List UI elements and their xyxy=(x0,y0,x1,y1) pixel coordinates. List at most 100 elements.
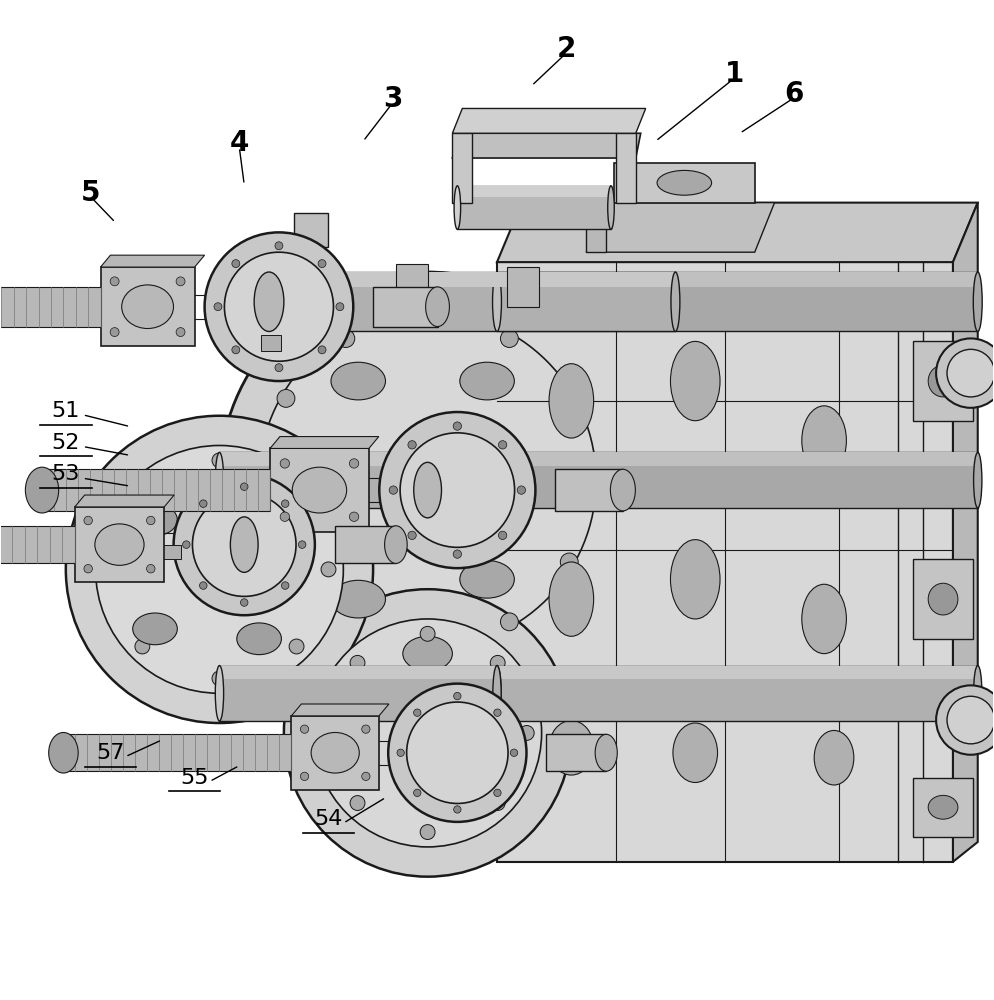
Ellipse shape xyxy=(973,452,982,508)
Ellipse shape xyxy=(232,260,240,268)
Ellipse shape xyxy=(389,684,527,822)
Ellipse shape xyxy=(380,412,536,568)
Ellipse shape xyxy=(110,277,119,286)
Ellipse shape xyxy=(610,469,635,511)
Ellipse shape xyxy=(349,459,359,468)
Polygon shape xyxy=(497,262,953,862)
Ellipse shape xyxy=(802,584,847,654)
Ellipse shape xyxy=(349,512,359,521)
Ellipse shape xyxy=(110,328,119,337)
Ellipse shape xyxy=(403,636,452,671)
Ellipse shape xyxy=(205,232,353,381)
Ellipse shape xyxy=(407,702,508,803)
Polygon shape xyxy=(291,716,379,790)
Polygon shape xyxy=(497,272,978,287)
Ellipse shape xyxy=(336,303,344,311)
Ellipse shape xyxy=(936,338,994,408)
Ellipse shape xyxy=(300,772,309,781)
Polygon shape xyxy=(294,213,328,247)
Ellipse shape xyxy=(275,364,283,372)
Ellipse shape xyxy=(397,749,405,756)
Ellipse shape xyxy=(183,541,190,548)
Polygon shape xyxy=(163,545,181,559)
Polygon shape xyxy=(100,267,195,346)
Polygon shape xyxy=(497,203,978,262)
Ellipse shape xyxy=(318,346,326,354)
Polygon shape xyxy=(75,495,174,507)
Ellipse shape xyxy=(595,734,617,771)
Ellipse shape xyxy=(390,486,398,494)
Ellipse shape xyxy=(280,512,289,521)
Ellipse shape xyxy=(493,452,501,508)
Polygon shape xyxy=(270,448,369,532)
Ellipse shape xyxy=(928,583,958,615)
Ellipse shape xyxy=(418,635,436,653)
Ellipse shape xyxy=(408,441,416,449)
Ellipse shape xyxy=(401,433,515,547)
Polygon shape xyxy=(452,108,646,133)
Polygon shape xyxy=(42,469,270,511)
Polygon shape xyxy=(616,133,636,203)
Ellipse shape xyxy=(490,655,505,670)
Polygon shape xyxy=(220,666,497,679)
Ellipse shape xyxy=(460,560,514,598)
Polygon shape xyxy=(220,272,675,287)
Ellipse shape xyxy=(200,582,207,589)
Ellipse shape xyxy=(254,272,284,331)
Ellipse shape xyxy=(350,655,365,670)
Text: 6: 6 xyxy=(784,80,804,108)
Ellipse shape xyxy=(337,330,355,347)
Ellipse shape xyxy=(671,341,720,421)
Ellipse shape xyxy=(454,186,460,229)
Ellipse shape xyxy=(241,483,248,490)
Ellipse shape xyxy=(289,485,304,500)
Ellipse shape xyxy=(385,526,408,563)
Ellipse shape xyxy=(193,493,296,596)
Ellipse shape xyxy=(321,562,336,577)
Ellipse shape xyxy=(216,666,224,721)
Polygon shape xyxy=(913,559,973,639)
Text: 54: 54 xyxy=(314,809,343,829)
Polygon shape xyxy=(64,734,291,771)
Polygon shape xyxy=(507,267,539,307)
Ellipse shape xyxy=(275,242,283,250)
Ellipse shape xyxy=(318,260,326,268)
Ellipse shape xyxy=(94,524,144,565)
Ellipse shape xyxy=(212,671,227,686)
Ellipse shape xyxy=(453,422,461,430)
Ellipse shape xyxy=(284,483,333,517)
Ellipse shape xyxy=(176,277,185,286)
Ellipse shape xyxy=(493,666,501,721)
Ellipse shape xyxy=(232,346,240,354)
Polygon shape xyxy=(497,272,978,331)
Polygon shape xyxy=(452,133,641,158)
Ellipse shape xyxy=(420,626,435,641)
Ellipse shape xyxy=(498,441,507,449)
Ellipse shape xyxy=(420,825,435,839)
Text: 52: 52 xyxy=(52,433,80,453)
Ellipse shape xyxy=(212,453,227,468)
Ellipse shape xyxy=(95,445,343,693)
Polygon shape xyxy=(913,341,973,421)
Ellipse shape xyxy=(414,789,420,797)
Ellipse shape xyxy=(453,692,461,700)
Ellipse shape xyxy=(214,303,222,311)
Ellipse shape xyxy=(500,613,518,631)
Ellipse shape xyxy=(673,723,718,782)
Polygon shape xyxy=(497,666,978,721)
Ellipse shape xyxy=(947,349,994,397)
Polygon shape xyxy=(291,704,389,716)
Ellipse shape xyxy=(519,726,534,740)
Ellipse shape xyxy=(337,613,355,631)
Ellipse shape xyxy=(284,589,572,877)
Ellipse shape xyxy=(936,685,994,755)
Ellipse shape xyxy=(517,486,526,494)
Polygon shape xyxy=(220,666,497,721)
Ellipse shape xyxy=(49,732,79,773)
Ellipse shape xyxy=(220,272,636,688)
Polygon shape xyxy=(586,203,606,252)
Text: 51: 51 xyxy=(52,401,80,421)
Ellipse shape xyxy=(281,582,289,589)
Ellipse shape xyxy=(973,272,982,331)
Polygon shape xyxy=(953,203,978,862)
